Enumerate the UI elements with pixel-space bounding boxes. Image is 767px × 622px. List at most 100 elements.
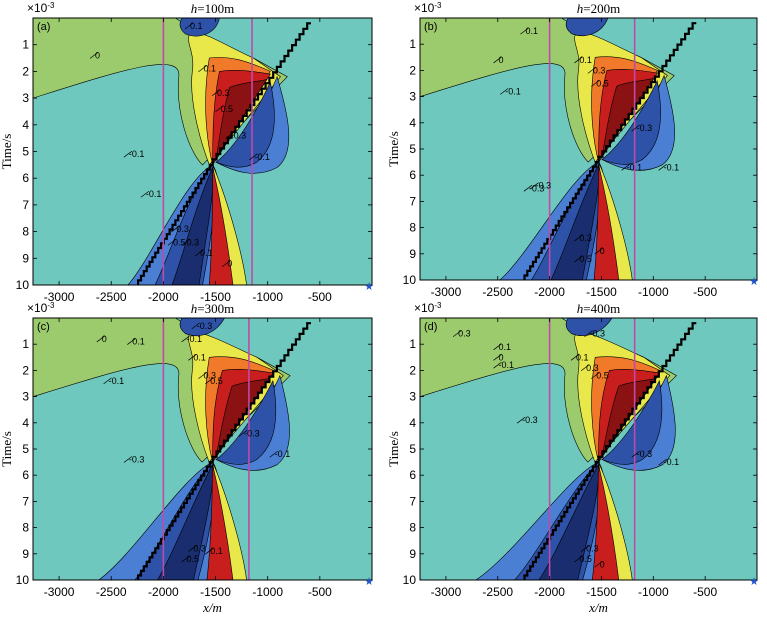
contour-label: 0.5 (173, 237, 186, 247)
y-tick-label: 8 (409, 521, 416, 535)
contour-label-tick (181, 335, 190, 343)
contour-label: 0.1 (499, 342, 512, 352)
y-tick-label: 7 (22, 198, 29, 212)
contour-label-tick (198, 65, 207, 73)
contour-label: -0.3 (522, 415, 538, 425)
y-tick-label: 8 (22, 225, 29, 239)
x-tick-label: -3000 (431, 285, 462, 299)
x-tick-label: -1500 (586, 585, 617, 599)
contour-label-tick (249, 153, 258, 161)
contour-label-tick (658, 164, 667, 171)
contour-label-tick (225, 132, 234, 139)
y-multiplier: ×10-3 (27, 1, 55, 15)
contour-label-tick (184, 22, 194, 30)
contour-label: 0.3 (187, 237, 200, 247)
panel-title: h=300m (191, 301, 234, 316)
chart-panel-1: 00.1-0.10.10.30.5-0.3-0.1-0.10.30.5 0.30.… (0, 1, 374, 304)
contour-label-tick (523, 185, 533, 192)
contour-fills (420, 318, 697, 580)
y-tick-label: 9 (22, 251, 29, 265)
contour-lpos2 (208, 167, 234, 285)
contour-label: 0.3 (458, 329, 471, 339)
y-tick-label: 4 (409, 416, 416, 430)
contour-label: 0.1 (193, 352, 206, 362)
contour-label: -0.3 (536, 181, 552, 191)
contour-label-tick (140, 190, 150, 198)
y-multiplier: ×10-3 (414, 301, 442, 315)
contour-label-tick (516, 416, 526, 424)
contour-label-tick (215, 105, 224, 113)
contour-label-tick (452, 330, 462, 338)
chart-panel-2: 0.10-0.1-0.30.10.30.5-0.1-0.3-0.1-0.30.3… (386, 1, 759, 299)
contour-label-tick (181, 238, 190, 246)
contour-rneg2 (215, 81, 275, 168)
contour-label: 0.3 (579, 233, 592, 243)
y-tick-label: 3 (22, 91, 29, 105)
contour-label: 0 (499, 352, 504, 362)
contour-label-tick (191, 322, 200, 330)
contour-label-tick (211, 89, 221, 97)
contour-label-tick (103, 377, 112, 385)
y-tick-label: 6 (22, 171, 29, 185)
y-tick-label: 5 (409, 142, 416, 156)
contour-label-tick (167, 238, 177, 246)
contour-topneg (179, 18, 220, 37)
contour-label: 0.3 (193, 544, 206, 554)
x-tick-label: -2000 (148, 290, 179, 304)
origin-star-icon: ★ (364, 575, 374, 588)
contour-label: 0.3 (204, 371, 217, 381)
contour-label-tick (222, 260, 231, 267)
contour-label-tick (587, 67, 597, 74)
y-tick-label: 5 (22, 145, 29, 159)
x-tick-label: -3000 (44, 290, 75, 304)
contour-label: -0.1 (275, 449, 291, 459)
chart-panel-3: -0.3-0.10.10-0.10.10.30.5-0.3-0.1-0.30.3… (0, 301, 374, 615)
contour-label-tick (621, 164, 630, 171)
panel-letter: (d) (424, 321, 437, 333)
contour-label-tick (631, 450, 640, 458)
y-tick-label: 10 (403, 573, 417, 587)
y-tick-label: 3 (409, 390, 416, 404)
contour-label-tick (123, 456, 133, 463)
contour-label-tick (127, 338, 136, 345)
contour-label: 0.5 (579, 554, 592, 564)
contour-label: -0.3 (197, 321, 213, 331)
fault-staircase (137, 22, 311, 285)
contour-label-tick (520, 27, 529, 35)
x-tick-label: -500 (308, 585, 332, 599)
y-axis-label: Time/s (386, 131, 401, 167)
y-tick-label: 9 (409, 547, 416, 561)
y-tick-label: 10 (16, 573, 30, 587)
contour-label: 0 (600, 559, 605, 569)
y-tick-label: 1 (409, 337, 416, 351)
y-tick-label: 1 (409, 37, 416, 51)
contour-label-tick (188, 545, 197, 552)
contour-fills (420, 18, 697, 280)
contour-label-tick (574, 234, 583, 242)
contour-label: 0 (600, 246, 605, 256)
contour-label: -0.1 (664, 457, 680, 467)
contour-label-tick (493, 56, 502, 64)
y-tick-label: 5 (22, 442, 29, 456)
y-multiplier: ×10-3 (27, 301, 55, 315)
contour-neg3 (550, 163, 600, 280)
y-tick-label: 7 (409, 494, 416, 508)
contour-label: 0.3 (176, 224, 189, 234)
contour-label-tick (493, 343, 502, 351)
contour-label: 0.3 (586, 544, 599, 554)
fault-staircase (137, 322, 311, 580)
contour-label: -0.3 (637, 449, 653, 459)
contour-label: 0.5 (596, 371, 609, 381)
contour-label: -0.1 (627, 162, 643, 172)
fault-staircase (523, 22, 697, 280)
contour-label: 0.5 (210, 376, 223, 386)
y-tick-label: 2 (22, 64, 29, 78)
x-axis-label: x/m (588, 600, 608, 615)
chart-panel-4: 0.3 -0.30.10-0.10.10.30.5-0.3-0.3-0.10.30… (386, 301, 759, 615)
contour-label: -0.1 (109, 376, 125, 386)
y-tick-label: 3 (22, 390, 29, 404)
contour-label: 0.1 (200, 248, 213, 258)
contour-label: -0.3 (529, 183, 545, 193)
contour-label-tick (591, 372, 600, 379)
origin-star-icon: ★ (749, 275, 759, 288)
